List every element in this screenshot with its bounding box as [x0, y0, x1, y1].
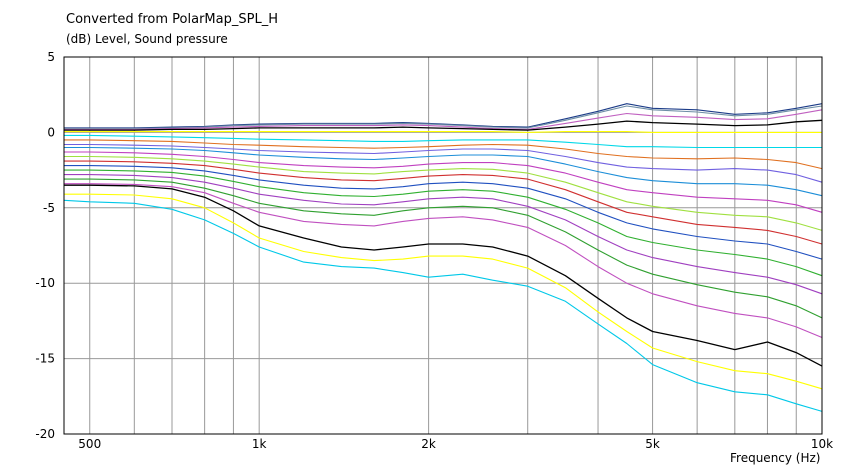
grid [64, 56, 823, 435]
y-tick-label: -15 [35, 352, 55, 366]
series-line-17 [64, 183, 823, 339]
x-tick-labels: 500 1k 2k 5k 10k [78, 437, 833, 451]
series-line-14 [64, 169, 823, 277]
series-line-2 [64, 105, 823, 130]
series-line-20 [63, 199, 823, 412]
series-line-11 [64, 155, 823, 231]
series-line-5 [64, 131, 822, 133]
series-group [63, 103, 823, 412]
series-line-6 [64, 134, 822, 149]
series-line-15 [64, 174, 823, 295]
series-line-13 [64, 165, 823, 260]
y-tick-label: -10 [35, 276, 55, 290]
plot-background [64, 57, 822, 434]
series-line-1 [64, 103, 823, 129]
x-axis-label: Frequency (Hz) [730, 451, 821, 465]
series-line-10 [64, 151, 823, 213]
y-tick-label: 0 [47, 125, 55, 139]
chart-title: Converted from PolarMap_SPL_H [66, 12, 278, 27]
series-line-16 [64, 178, 823, 319]
series-line-8 [64, 143, 823, 183]
y-tick-label: -20 [35, 427, 55, 441]
series-line-9 [64, 146, 823, 197]
x-tick-label: 5k [645, 437, 660, 451]
x-tick-label: 500 [78, 437, 101, 451]
series-line-12 [64, 160, 823, 245]
series-line-3 [64, 109, 823, 130]
y-tick-label: -5 [43, 201, 55, 215]
plot-frame [63, 56, 823, 435]
x-tick-label: 1k [252, 437, 267, 451]
series-line-4 [64, 119, 823, 131]
x-tick-label: 10k [811, 437, 833, 451]
series-line-18 [64, 184, 823, 367]
series-line-19 [64, 193, 823, 390]
y-tick-label: 5 [47, 50, 55, 64]
series-line-7 [64, 139, 823, 170]
y-tick-labels: 5 0 -5 -10 -15 -20 [35, 50, 55, 441]
y-axis-label: (dB) Level, Sound pressure [66, 32, 228, 46]
x-tick-label: 2k [421, 437, 436, 451]
